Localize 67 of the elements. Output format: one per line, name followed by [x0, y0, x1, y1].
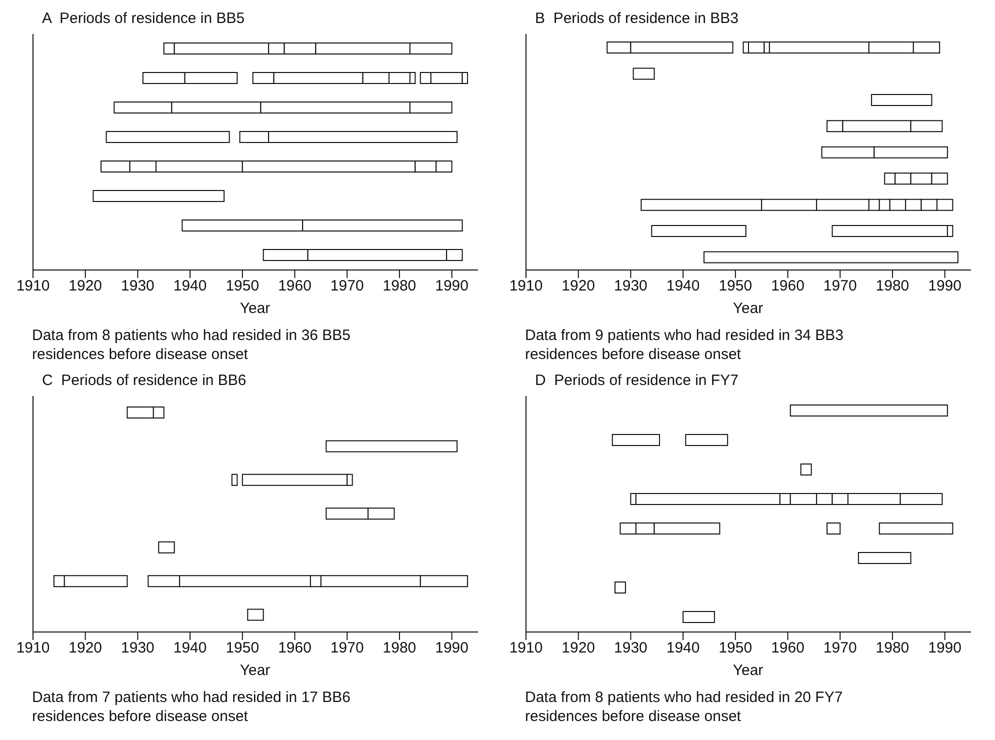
- x-tick-label: 1940: [666, 640, 700, 657]
- x-tick-label: 1940: [666, 278, 700, 295]
- x-tick-label: 1970: [330, 640, 364, 657]
- x-tick-label: 1940: [173, 640, 207, 657]
- x-tick-label: 1980: [382, 278, 416, 295]
- bar: [685, 434, 728, 446]
- x-tick-label: 1910: [509, 278, 543, 295]
- x-tick-label: 1920: [68, 640, 102, 657]
- x-axis-title: Year: [732, 662, 764, 679]
- x-tick-label: 1920: [68, 278, 102, 295]
- x-tick-label: 1970: [330, 278, 364, 295]
- x-tick-label: 1910: [16, 278, 50, 295]
- bar: [612, 434, 660, 446]
- bar: [790, 404, 948, 416]
- x-tick-label: 1970: [823, 278, 857, 295]
- x-tick-label: 1930: [614, 278, 648, 295]
- x-tick-label: 1910: [16, 640, 50, 657]
- chart-title: C Periods of residence in BB6: [42, 372, 246, 389]
- bar: [632, 68, 655, 80]
- x-tick-label: 1980: [876, 278, 910, 295]
- text: Data from 7 patients who had resided in 17 BB6 residences before disease onset: [32, 688, 352, 726]
- x-tick-label: 1950: [718, 640, 752, 657]
- x-tick-label: 1990: [928, 640, 962, 657]
- bar: [878, 522, 954, 534]
- x-tick-label: 1980: [382, 640, 416, 657]
- x-tick-label: 1920: [562, 278, 596, 295]
- text: Data from 8 patients who had resided in 20 FY7 residences before disease onset: [525, 688, 844, 726]
- bar: [800, 464, 812, 476]
- x-tick-label: 1960: [278, 278, 312, 295]
- x-tick-label: 1990: [928, 278, 962, 295]
- x-tick-label: 1990: [435, 278, 469, 295]
- x-tick-label: 1950: [226, 640, 260, 657]
- bar: [704, 251, 958, 264]
- x-tick-label: 1950: [226, 278, 260, 295]
- text: Data from 8 patients who had resided in 36 BB5 residences before disease onset: [32, 326, 352, 364]
- bar: [614, 582, 626, 594]
- x-tick-label: 1960: [278, 640, 312, 657]
- x-tick-label: 1970: [823, 640, 857, 657]
- chart-title: A Periods of residence in BB5: [42, 10, 245, 27]
- bar: [651, 225, 746, 238]
- x-axis-title: Year: [238, 662, 272, 679]
- bar: [326, 440, 458, 452]
- bar: [247, 608, 264, 621]
- bar: [106, 131, 230, 143]
- bar: [158, 541, 175, 554]
- bar: [858, 552, 912, 564]
- x-tick-label: 1960: [771, 278, 804, 295]
- x-tick-label: 1930: [121, 640, 154, 657]
- x-axis-title: Year: [732, 300, 764, 317]
- x-tick-label: 1930: [121, 278, 154, 295]
- bar: [871, 94, 932, 106]
- x-tick-label: 1940: [173, 278, 207, 295]
- bar: [826, 522, 841, 534]
- x-tick-label: 1930: [614, 640, 648, 657]
- bar: [682, 611, 715, 623]
- x-axis-title: Year: [238, 300, 272, 317]
- x-tick-label: 1960: [771, 640, 804, 657]
- x-tick-label: 1980: [876, 640, 910, 657]
- text: Data from 9 patients who had resided in 34 BB3 residences before disease onset: [525, 326, 845, 364]
- bar: [231, 474, 238, 486]
- chart-title: B Periods of residence in BB3: [535, 10, 738, 27]
- x-tick-label: 1920: [562, 640, 596, 657]
- x-tick-label: 1990: [435, 640, 469, 657]
- x-tick-label: 1950: [718, 278, 752, 295]
- x-tick-label: 1910: [509, 640, 543, 657]
- bar: [92, 190, 225, 202]
- chart-title: D Periods of residence in FY7: [535, 372, 738, 389]
